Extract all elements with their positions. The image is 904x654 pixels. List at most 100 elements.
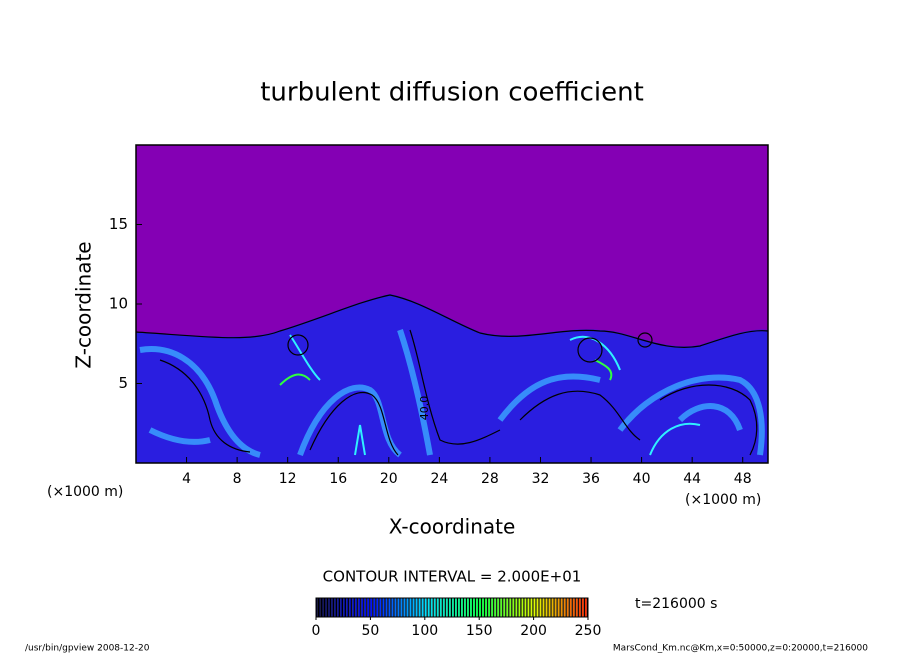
colorbar-gap: [338, 598, 341, 617]
colorbar-stripe: [545, 598, 548, 617]
colorbar-stripe: [461, 598, 463, 617]
footer: MarsCond_Km.nc@Km,x=0:50000,z=0:20000,t=…: [613, 644, 868, 654]
colorbar-stripe: [530, 598, 533, 617]
x-unit-label: (×1000 m): [47, 484, 123, 500]
colorbar-gap: [517, 598, 519, 617]
colorbar-gap: [453, 598, 456, 617]
colorbar-stripe: [439, 598, 442, 617]
colorbar-gap: [490, 598, 492, 617]
colorbar-gap: [348, 598, 350, 617]
colorbar-gap: [526, 598, 528, 617]
colorbar-stripe: [424, 598, 427, 617]
x-tick-label: 48: [734, 471, 752, 487]
colorbar-stripe: [458, 598, 460, 617]
colorbar-gap: [396, 598, 398, 617]
colorbar-stripe: [445, 598, 448, 617]
colorbar-gap: [357, 598, 359, 617]
colorbar-stripe: [491, 598, 494, 617]
colorbar-stripe: [403, 598, 406, 617]
x-tick-label: 4: [182, 471, 191, 487]
colorbar-stripe: [473, 598, 475, 617]
colorbar-stripe: [578, 598, 581, 617]
x-tick-label: 8: [233, 471, 242, 487]
colorbar-stripe: [521, 598, 524, 617]
colorbar-gap: [417, 598, 419, 617]
colorbar-gap: [499, 598, 501, 617]
colorbar-stripe: [488, 598, 491, 617]
contour-lines: [135, 294, 769, 456]
colorbar-gap: [432, 598, 434, 617]
colorbar-stripe: [394, 598, 397, 617]
colorbar-gap: [408, 598, 410, 617]
colorbar-stripe: [352, 598, 355, 617]
colorbar-stripe: [442, 598, 445, 617]
colorbar-gap: [384, 598, 386, 617]
colorbar-stripe: [325, 598, 327, 617]
colorbar-gap: [399, 598, 401, 617]
colorbar-stripe: [560, 598, 563, 617]
colorbar-gap: [354, 598, 356, 617]
colorbar-gap: [323, 598, 326, 617]
colorbar-gap: [556, 598, 558, 617]
colorbar-stripe: [482, 598, 485, 617]
colorbar-stripe: [563, 598, 566, 617]
colorbar-gap: [496, 598, 498, 617]
colorbar-gap: [363, 598, 365, 617]
colorbar-gap: [471, 598, 474, 617]
colorbar-stripe: [406, 598, 409, 617]
colorbar-gap: [332, 598, 335, 617]
colorbar-stripe: [569, 598, 572, 617]
colorbar-gap: [487, 598, 489, 617]
colorbar-stripe: [427, 598, 430, 617]
colorbar-stripe: [548, 598, 551, 617]
colorbar-stripe: [557, 598, 560, 617]
colorbar-gap: [508, 598, 510, 617]
colorbar-stripe: [346, 598, 349, 617]
colorbar-stripe: [334, 598, 336, 617]
colorbar-frame: [315, 597, 589, 618]
colorbar-gap: [468, 598, 471, 617]
colorbar-gap: [326, 598, 329, 617]
colorbar-gap: [559, 598, 561, 617]
colorbar-gap: [423, 598, 425, 617]
colorbar-stripe: [409, 598, 412, 617]
colorbar-stripe: [527, 598, 530, 617]
colorbar-stripe: [539, 598, 542, 617]
y-tick-label: 5: [118, 374, 128, 392]
colorbar-gap: [523, 598, 525, 617]
footer: /usr/bin/gpview 2008-12-20: [25, 644, 150, 654]
colorbar-gap: [369, 598, 371, 617]
colorbar-gap: [462, 598, 465, 617]
colorbar-gap: [538, 598, 540, 617]
colorbar-stripe: [373, 598, 376, 617]
colorbar-tick-label: 200: [520, 623, 547, 639]
colorbar-gap: [484, 598, 486, 617]
colorbar-gap: [447, 598, 449, 617]
colorbar-stripe: [331, 598, 333, 617]
colorbar-gap: [544, 598, 546, 617]
colorbar-stripe: [361, 598, 364, 617]
y-tick-label: 15: [109, 215, 128, 233]
colorbar-stripe: [433, 598, 436, 617]
x-tick-label: 44: [683, 471, 701, 487]
colorbar-stripe: [572, 598, 575, 617]
colorbar-stripe: [421, 598, 424, 617]
colorbar-gap: [444, 598, 446, 617]
colorbar-stripe: [533, 598, 536, 617]
colorbar-gap: [568, 598, 570, 617]
colorbar-stripe: [506, 598, 509, 617]
colorbar-gap: [465, 598, 468, 617]
colorbar-gap: [550, 598, 552, 617]
colorbar-gap: [345, 598, 347, 617]
x-tick-label: 20: [380, 471, 398, 487]
colorbar-stripe: [367, 598, 370, 617]
colorbar-gap: [502, 598, 504, 617]
colorbar-stripe: [476, 598, 478, 617]
contour-label: 40.0: [418, 396, 431, 421]
colorbar-stripe: [515, 598, 518, 617]
colorbar-gap: [459, 598, 462, 617]
colorbar-gap: [420, 598, 422, 617]
colorbar-stripe: [322, 598, 324, 617]
colorbar-tick-label: 0: [312, 623, 321, 639]
colorbar-gap: [441, 598, 443, 617]
